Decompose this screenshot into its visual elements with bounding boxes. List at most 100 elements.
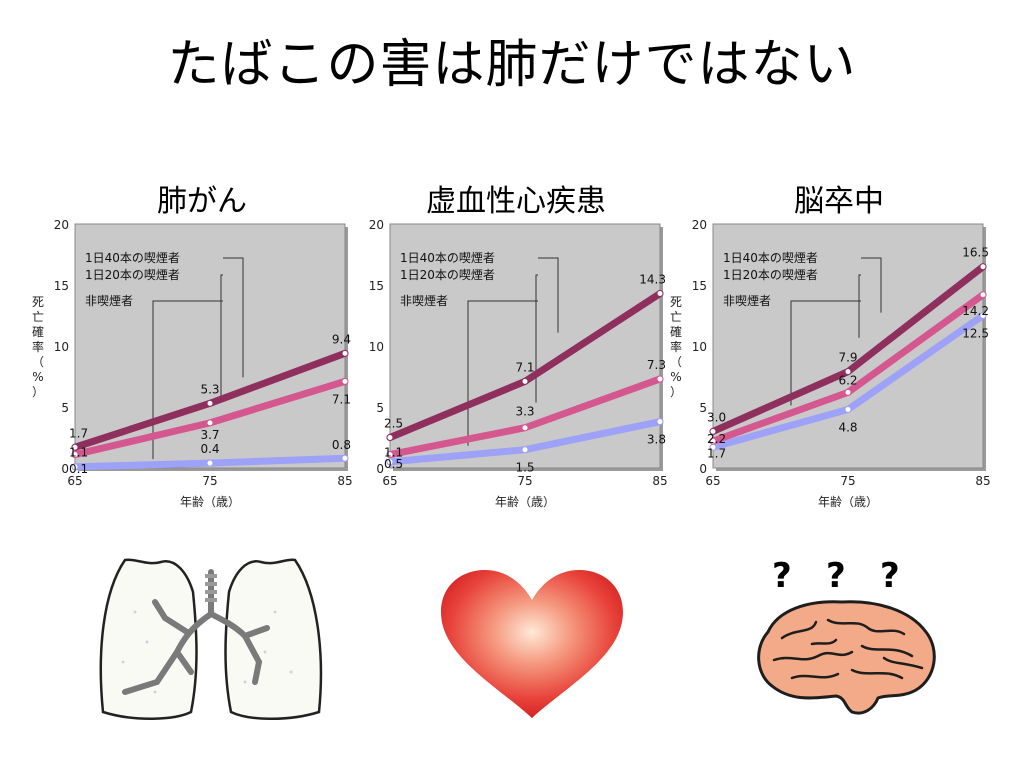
data-label-moderate-smoker: 2.2: [707, 432, 726, 446]
y-tick-label: 0: [376, 462, 384, 476]
data-point-heavy-smoker: [341, 349, 349, 357]
legend-heavy-smoker: 1日40本の喫煙者: [85, 251, 180, 265]
x-tick-label: 65: [67, 474, 82, 488]
y-tick-label: 15: [54, 279, 69, 293]
legend-moderate-smoker: 1日20本の喫煙者: [400, 268, 495, 282]
y-tick-label: 0: [699, 462, 707, 476]
data-label-non-smoker: 0.4: [200, 442, 219, 456]
legend-leader-moderate-smoker: [535, 274, 538, 403]
data-point-heavy-smoker: [656, 290, 664, 298]
data-point-moderate-smoker: [844, 388, 852, 396]
x-tick-label: 75: [840, 474, 855, 488]
data-label-moderate-smoker: 3.3: [515, 405, 534, 419]
y-tick-label: 20: [54, 218, 69, 232]
data-point-non-smoker: [521, 446, 529, 454]
data-label-non-smoker: 3.8: [647, 433, 666, 447]
x-tick-label: 65: [705, 474, 720, 488]
data-point-moderate-smoker: [206, 419, 214, 427]
plot-area: [74, 223, 346, 469]
y-tick-label: 10: [692, 340, 707, 354]
question-mark-1: ?: [772, 556, 792, 596]
y-tick-label: 10: [369, 340, 384, 354]
y-axis-label-char: 死: [670, 295, 682, 309]
y-axis-label-char: 死: [32, 295, 44, 309]
data-label-heavy-smoker: 16.5: [962, 246, 989, 260]
data-point-heavy-smoker: [709, 427, 717, 435]
y-axis-label-char: 亡: [670, 310, 682, 324]
legend-heavy-smoker: 1日40本の喫煙者: [723, 251, 818, 265]
legend-leader-non-smoker: [152, 300, 223, 460]
y-tick-label: 20: [369, 218, 384, 232]
y-tick-label: 0: [61, 462, 69, 476]
data-label-non-smoker: 12.5: [962, 327, 989, 341]
data-point-non-smoker: [844, 405, 852, 413]
y-axis-label-char: 亡: [32, 310, 44, 324]
data-point-moderate-smoker: [386, 451, 394, 459]
data-label-heavy-smoker: 2.5: [384, 417, 403, 431]
data-point-heavy-smoker: [844, 368, 852, 376]
data-point-moderate-smoker: [341, 377, 349, 385]
data-point-non-smoker: [656, 418, 664, 426]
y-tick-label: 20: [692, 218, 707, 232]
data-label-heavy-smoker: 3.0: [707, 410, 726, 424]
y-tick-label: 10: [54, 340, 69, 354]
data-label-non-smoker: 0.5: [384, 457, 403, 471]
legend-leader-heavy-smoker: [861, 257, 882, 313]
data-label-moderate-smoker: 7.3: [647, 358, 666, 372]
data-label-heavy-smoker: 5.3: [200, 382, 219, 396]
question-marks: ? ? ?: [772, 556, 922, 596]
chart-title-heart-disease: 虚血性心疾患: [426, 184, 606, 219]
legend-leader-heavy-smoker: [223, 257, 244, 378]
data-point-non-smoker: [386, 458, 394, 466]
y-tick-label: 15: [692, 279, 707, 293]
x-tick-label: 85: [337, 474, 352, 488]
data-point-moderate-smoker: [979, 291, 987, 299]
legend-non-smoker: 非喫煙者: [723, 294, 771, 308]
legend-non-smoker: 非喫煙者: [400, 294, 448, 308]
legend-moderate-smoker: 1日20本の喫煙者: [85, 268, 180, 282]
lungs-illustration: [95, 552, 327, 724]
data-label-heavy-smoker: 14.3: [639, 273, 666, 287]
heart-illustration: [441, 570, 623, 718]
data-label-moderate-smoker: 7.1: [332, 392, 351, 406]
data-label-moderate-smoker: 1.1: [384, 446, 403, 460]
y-tick-label: 5: [699, 401, 707, 415]
data-label-heavy-smoker: 9.4: [332, 332, 351, 346]
data-label-moderate-smoker: 6.2: [838, 373, 857, 387]
legend-leader-moderate-smoker: [858, 274, 861, 338]
data-label-non-smoker: 1.7: [707, 446, 726, 460]
data-label-heavy-smoker: 7.1: [515, 360, 534, 374]
legend-moderate-smoker: 1日20本の喫煙者: [723, 268, 818, 282]
question-mark-3: ?: [880, 556, 900, 596]
chart-title-lung-cancer: 肺がん: [157, 184, 247, 219]
legend-non-smoker: 非喫煙者: [85, 294, 133, 308]
legend-leader-non-smoker: [467, 300, 538, 446]
y-axis-label-char: （: [32, 355, 44, 369]
data-label-heavy-smoker: 1.7: [69, 426, 88, 440]
x-axis-label: 年齢（歳）: [495, 494, 555, 509]
data-point-moderate-smoker: [656, 375, 664, 383]
brain-illustration: [757, 600, 936, 715]
question-mark-2: ?: [826, 556, 846, 596]
legend-leader-heavy-smoker: [538, 257, 559, 333]
data-label-heavy-smoker: 7.9: [838, 351, 857, 365]
y-axis-label-char: 率: [670, 339, 682, 354]
data-point-moderate-smoker: [521, 424, 529, 432]
x-axis-label: 年齢（歳）: [180, 494, 240, 509]
y-tick-label: 5: [61, 401, 69, 415]
data-point-non-smoker: [71, 463, 79, 471]
data-point-heavy-smoker: [386, 434, 394, 441]
data-point-heavy-smoker: [71, 443, 79, 451]
x-tick-label: 75: [517, 474, 532, 488]
y-tick-label: 5: [376, 401, 384, 415]
chart-title-stroke: 脳卒中: [794, 184, 884, 219]
data-label-moderate-smoker: 3.7: [200, 428, 219, 442]
x-tick-label: 65: [382, 474, 397, 488]
data-label-moderate-smoker: 14.2: [962, 304, 989, 318]
data-point-heavy-smoker: [206, 399, 214, 407]
data-point-non-smoker: [341, 454, 349, 462]
data-point-moderate-smoker: [71, 451, 79, 459]
data-label-non-smoker: 0.8: [332, 438, 351, 452]
